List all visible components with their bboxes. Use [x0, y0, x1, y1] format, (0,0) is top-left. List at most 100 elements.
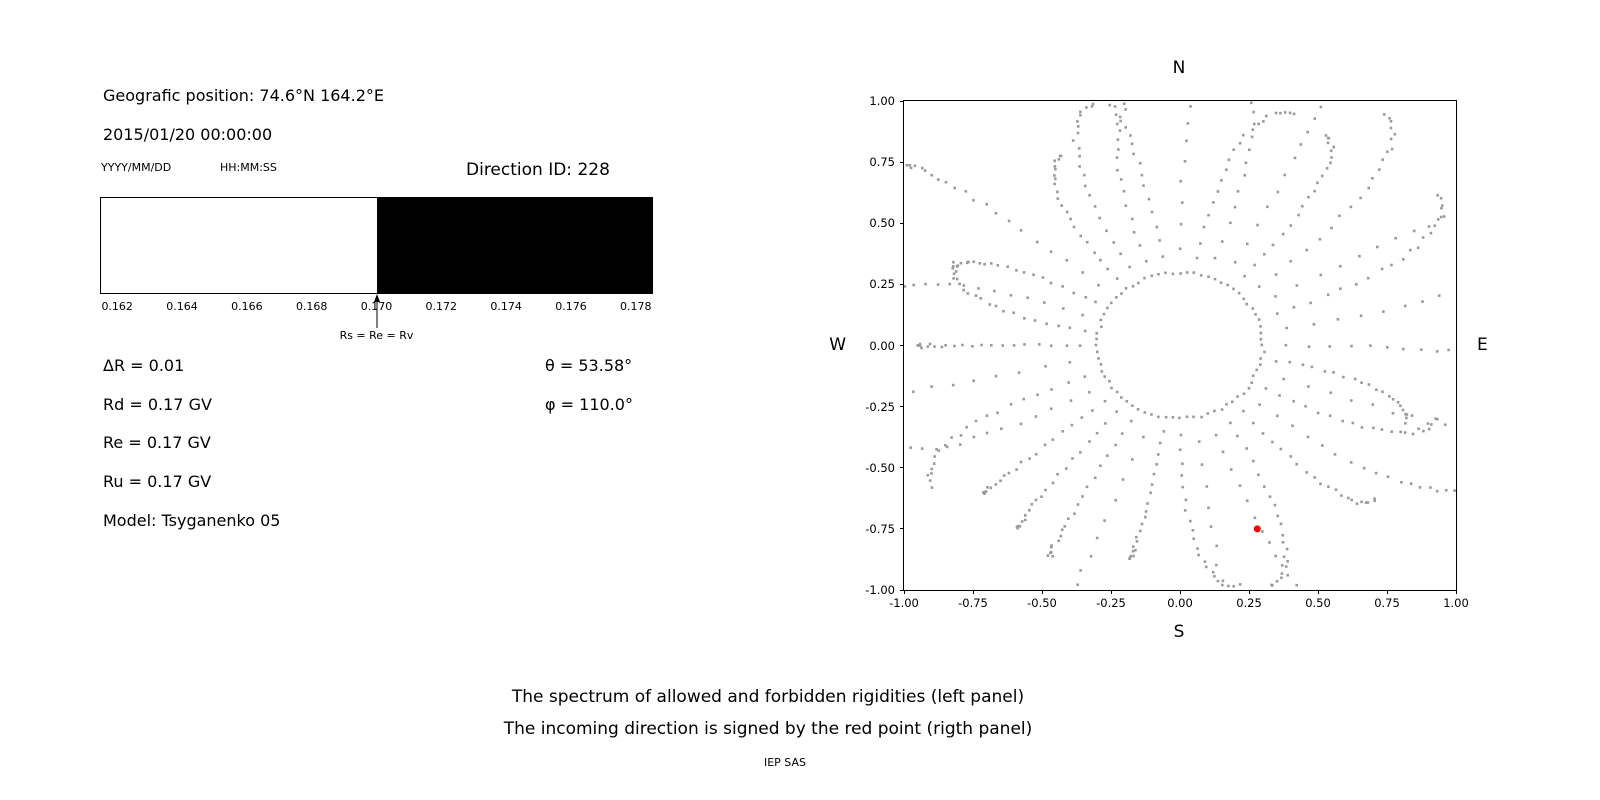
trajectory-dot: [1132, 554, 1135, 558]
trajectory-dot: [920, 447, 924, 450]
trajectory-dot: [1000, 427, 1003, 430]
trajectory-dot: [1350, 344, 1353, 348]
trajectory-dot: [1378, 168, 1381, 171]
trajectory-dot: [972, 435, 976, 439]
trajectory-dot: [1179, 433, 1183, 437]
trajectory-dot: [1015, 269, 1018, 272]
trajectory-dot: [1293, 156, 1297, 160]
trajectory-dot: [1295, 284, 1299, 287]
trajectory-dot: [1065, 210, 1069, 214]
trajectory-dot: [1065, 259, 1069, 262]
trajectory-dot: [1263, 485, 1266, 488]
trajectory-dot: [1161, 255, 1165, 258]
trajectory-dot: [1099, 363, 1103, 366]
trajectory-dot: [1106, 306, 1109, 310]
trajectory-dot: [1056, 473, 1059, 476]
boundary-arrow-label: Rs = Re = Rv: [339, 329, 414, 342]
trajectory-dot: [1226, 283, 1229, 287]
trajectory-dot: [1157, 273, 1160, 276]
x-tick-mark: [903, 590, 905, 594]
trajectory-dot: [1083, 329, 1087, 333]
trajectory-dot: [1053, 182, 1056, 186]
trajectory-dot: [1362, 466, 1366, 470]
trajectory-dot: [1034, 415, 1038, 418]
trajectory-dot: [1015, 468, 1018, 471]
trajectory-dot: [955, 265, 959, 268]
y-tick-label: -0.50: [865, 460, 895, 475]
trajectory-dot: [1336, 318, 1340, 321]
trajectory-dot: [1207, 275, 1210, 278]
trajectory-dot: [1180, 474, 1183, 477]
trajectory-dot: [1099, 464, 1102, 468]
trajectory-dot: [1045, 322, 1048, 326]
trajectory-dot: [1088, 440, 1091, 443]
trajectory-dot: [1120, 292, 1123, 295]
trajectory-dot: [1108, 379, 1111, 383]
trajectory-dot: [1108, 103, 1111, 107]
trajectory-dot: [1259, 325, 1262, 328]
date-format-label: YYYY/MM/DD: [101, 161, 172, 174]
trajectory-dot: [1360, 500, 1363, 504]
trajectory-dot: [926, 345, 930, 348]
spectrum-tick-label: 0.176: [555, 300, 587, 313]
trajectory-dot: [1242, 133, 1245, 137]
trajectory-dot: [918, 344, 922, 347]
trajectory-dot: [1192, 415, 1195, 419]
trajectory-dot: [1185, 139, 1188, 143]
trajectory-dot: [1093, 476, 1097, 480]
trajectory-dot: [994, 304, 998, 308]
trajectory-dot: [964, 190, 968, 193]
trajectory-dot: [1369, 344, 1372, 347]
trajectory-dot: [936, 283, 940, 286]
trajectory-dot: [1105, 229, 1108, 233]
trajectory-dot: [1197, 553, 1200, 557]
trajectory-dot: [1041, 276, 1045, 279]
trajectory-dot: [996, 264, 1000, 267]
trajectory-dot: [1080, 416, 1084, 419]
y-tick-label: -0.75: [865, 521, 895, 536]
trajectory-dot: [1205, 485, 1209, 488]
trajectory-dot: [1138, 244, 1142, 247]
trajectory-dot: [1276, 414, 1279, 418]
trajectory-dot: [1373, 497, 1376, 500]
trajectory-dot: [983, 492, 986, 495]
trajectory-dot: [1099, 318, 1103, 322]
trajectory-dot: [1162, 430, 1166, 433]
trajectory-dot: [1036, 393, 1039, 396]
trajectory-dot: [1251, 128, 1255, 131]
trajectory-dot: [1371, 177, 1374, 180]
trajectory-dot: [1255, 368, 1258, 372]
trajectory-dot: [1196, 547, 1199, 550]
trajectory-dot: [1276, 312, 1279, 315]
y-tick-mark: [900, 406, 904, 408]
trajectory-dot: [1254, 313, 1257, 316]
trajectory-dot: [1095, 431, 1099, 435]
trajectory-dot: [1023, 518, 1027, 522]
trajectory-dot: [1271, 243, 1275, 247]
trajectory-dot: [1399, 430, 1402, 434]
y-tick-label: 1.00: [869, 94, 895, 108]
trajectory-dot: [1115, 296, 1118, 299]
trajectory-dot: [994, 483, 998, 486]
trajectory-dot: [1051, 481, 1055, 485]
trajectory-dot: [1069, 399, 1073, 402]
trajectory-dot: [1157, 453, 1160, 456]
trajectory-dot: [1191, 529, 1195, 532]
trajectory-dot: [1229, 468, 1233, 471]
trajectory-dot: [1097, 357, 1100, 360]
trajectory-dot: [1442, 215, 1446, 218]
trajectory-dot: [1366, 276, 1370, 280]
trajectory-dot: [1320, 174, 1324, 178]
trajectory-dot: [1389, 126, 1393, 130]
trajectory-dot: [1227, 584, 1230, 588]
trajectory-dot: [930, 472, 933, 475]
trajectory-dot: [1097, 283, 1100, 287]
trajectory-dot: [1367, 383, 1371, 386]
trajectory-dot: [1329, 391, 1333, 394]
trajectory-dot: [1285, 326, 1288, 330]
trajectory-dot: [1422, 429, 1425, 433]
trajectory-dot: [1076, 503, 1080, 506]
x-tick-label: -1.00: [889, 596, 919, 610]
y-tick-mark: [900, 283, 904, 285]
trajectory-dot: [1158, 239, 1161, 242]
